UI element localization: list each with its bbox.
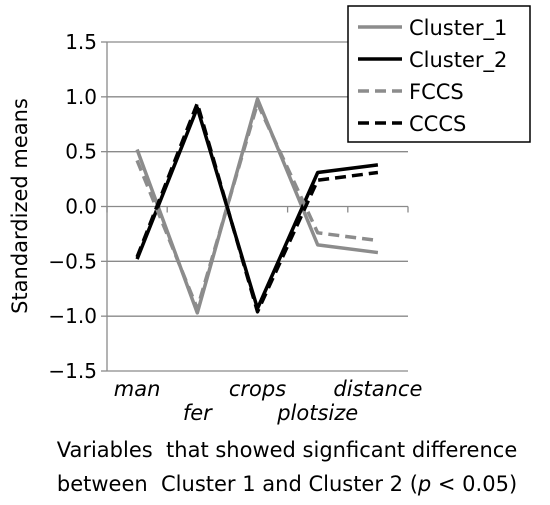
y-tick-label: −0.5 bbox=[48, 249, 97, 273]
y-tick-label: 1.5 bbox=[65, 30, 97, 54]
x-category-label: distance bbox=[333, 377, 422, 401]
x-category-label: crops bbox=[229, 377, 286, 401]
legend-label: Cluster_2 bbox=[409, 48, 507, 73]
series-line-fccs bbox=[135, 101, 379, 311]
x-axis-label-line-2-pre: between Cluster 1 and Cluster 2 ( bbox=[57, 472, 418, 496]
y-tick-label: −1.5 bbox=[48, 359, 97, 383]
legend: Cluster_1 Cluster_2 FCCS CCCS bbox=[347, 5, 531, 143]
series-line-cccs bbox=[135, 101, 379, 314]
legend-label: Cluster_1 bbox=[409, 16, 507, 41]
axes bbox=[101, 41, 409, 372]
y-tick-label: 1.0 bbox=[65, 85, 97, 109]
y-tick-label: −1.0 bbox=[48, 304, 97, 328]
x-axis-label-line-2: between Cluster 1 and Cluster 2 (p < 0.0… bbox=[57, 472, 517, 496]
x-category-label: fer bbox=[183, 401, 213, 425]
data-series bbox=[135, 97, 379, 315]
legend-label: FCCS bbox=[409, 80, 464, 104]
series-line-cluster_2 bbox=[135, 106, 379, 311]
x-category-label: plotsize bbox=[276, 401, 358, 425]
x-category-label: man bbox=[114, 377, 161, 401]
y-tick-labels: 1.5 1.0 0.5 0.0 −0.5 −1.0 −1.5 bbox=[48, 30, 97, 383]
x-axis-label-line-1: Variables that showed signficant differe… bbox=[57, 438, 518, 462]
y-tick-label: 0.5 bbox=[65, 140, 97, 164]
y-axis-label: Standardized means bbox=[8, 98, 32, 314]
y-tick-label: 0.0 bbox=[65, 195, 97, 219]
x-axis-label-line-2-post: < 0.05) bbox=[431, 472, 517, 496]
legend-label: CCCS bbox=[409, 112, 466, 136]
x-axis-label-p: p bbox=[417, 472, 431, 496]
